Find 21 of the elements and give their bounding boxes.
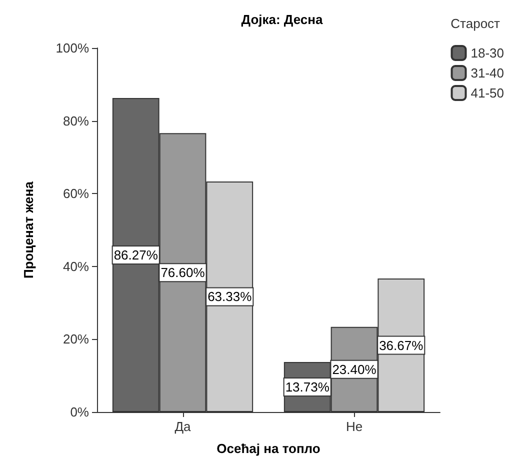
data-label: 63.33% (208, 289, 252, 304)
legend-label: 41-50 (470, 86, 504, 100)
legend-title: Старост (450, 16, 500, 31)
y-tick-label: 100% (56, 40, 90, 56)
y-tick-label: 80% (62, 113, 90, 128)
x-axis-title: Осећај на топло (216, 441, 320, 456)
y-tick-label: 0% (70, 404, 90, 420)
legend-label: 31-40 (470, 66, 504, 80)
data-label: 76.60% (160, 265, 206, 280)
x-tick-label: Да (174, 419, 192, 434)
data-label: 36.67% (379, 338, 424, 353)
data-label: 13.73% (285, 380, 330, 395)
chart-title: Дојка: Десна (241, 12, 324, 27)
y-tick-label: 40% (62, 258, 90, 274)
y-tick-label: 60% (62, 186, 90, 202)
x-tick-label: Не (346, 419, 363, 434)
y-tick-label: 20% (62, 332, 90, 347)
data-label: 23.40% (332, 362, 377, 377)
data-label: 86.27% (114, 247, 158, 262)
y-axis-title: Проценат жена (21, 180, 36, 278)
legend-label: 18-30 (470, 46, 504, 60)
